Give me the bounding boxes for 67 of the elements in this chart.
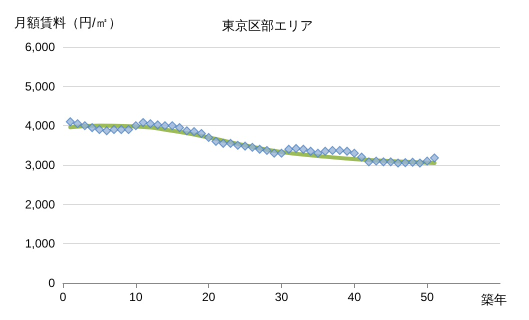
x-axis-title: 築年 [481,292,507,307]
point [233,140,242,150]
x-tick-label: 0 [60,290,67,304]
y-tick-label: 3,000 [24,158,56,172]
y-tick-label: 0 [48,276,56,290]
point [80,121,90,130]
point [211,136,220,146]
point [175,123,184,132]
point [255,144,264,154]
point [298,144,308,154]
y-tick-label: 4,000 [24,118,56,133]
point [248,142,257,152]
point [218,138,228,148]
point [124,125,134,134]
point [364,157,374,166]
point [116,125,126,134]
point [378,157,388,166]
point [131,121,140,130]
x-tick-label: 50 [420,290,434,304]
point [335,146,344,155]
point [262,146,272,155]
point [372,156,381,166]
point [196,129,206,138]
point [394,158,403,168]
point [153,120,162,130]
point [342,146,352,156]
point [313,148,322,158]
y-tick-label: 2,000 [24,197,56,212]
point [415,158,424,168]
point [292,144,301,153]
point [182,126,192,136]
point [400,158,410,168]
point [73,119,82,128]
point [94,125,104,134]
point [168,121,177,130]
point [190,127,199,136]
point [204,132,214,142]
point [422,156,432,166]
point [408,158,418,167]
point [320,146,330,156]
point [277,148,286,158]
x-tick-label: 10 [129,290,143,304]
point [306,146,316,156]
point [138,118,148,128]
point [240,142,250,151]
y-tick-label: 1,000 [24,236,56,251]
y-axis-title: 月額賃料（円/㎡） [14,15,122,30]
point [270,148,279,158]
point [386,157,396,166]
point [88,123,97,132]
x-tick-label: 40 [348,290,362,304]
y-tick-label: 5,000 [24,79,56,94]
point [430,153,439,162]
chart-title: 東京区部エリア [222,18,313,33]
point [160,121,170,130]
point [328,146,337,155]
point [102,126,112,136]
point [284,144,294,154]
point [66,117,75,126]
y-tick-label: 6,000 [24,40,56,54]
point [146,119,155,128]
point [109,125,118,134]
x-tick-label: 20 [202,290,216,304]
point [350,148,359,158]
point [357,152,366,162]
point [226,138,236,148]
x-tick-label: 30 [274,290,288,304]
